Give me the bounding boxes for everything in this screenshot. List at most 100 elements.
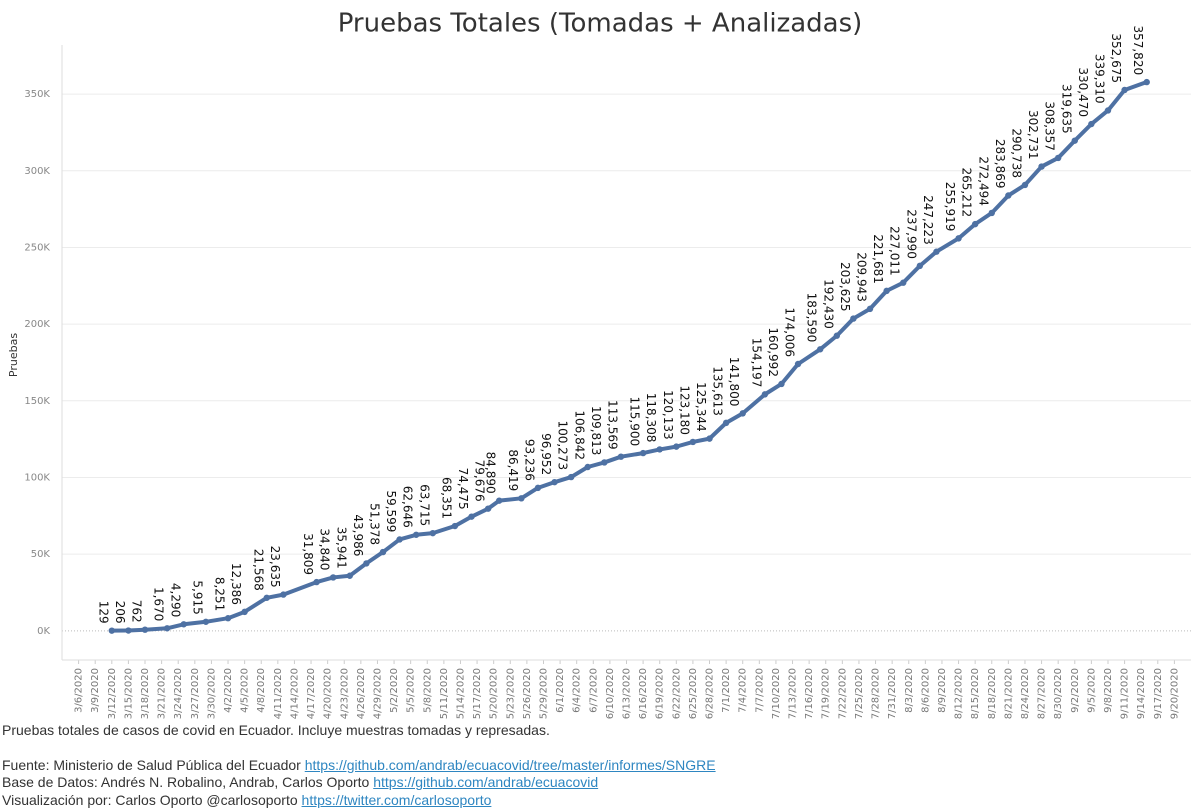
x-tick-label: 9/17/2020 (1153, 668, 1164, 719)
data-point (601, 459, 607, 465)
data-label: 255,919 (943, 182, 957, 232)
credit-link[interactable]: https://github.com/andrab/ecuacovid/tree… (305, 757, 716, 773)
data-label: 352,675 (1109, 33, 1123, 83)
data-point (989, 210, 995, 216)
data-point (618, 453, 624, 459)
data-point (1038, 163, 1044, 169)
data-point (778, 381, 784, 387)
data-point (1088, 121, 1094, 127)
x-tick-label: 3/15/2020 (123, 668, 134, 719)
description: Pruebas totales de casos de covid en Ecu… (2, 722, 716, 740)
data-point (917, 263, 923, 269)
data-label: 192,430 (821, 279, 835, 329)
x-tick-label: 5/11/2020 (439, 668, 450, 719)
data-label: 5,915 (190, 580, 204, 614)
credit-text: Fuente: Ministerio de Salud Pública del … (2, 757, 301, 773)
data-label: 120,133 (661, 390, 675, 440)
credit-text: Visualización por: Carlos Oporto @carlos… (2, 792, 298, 808)
x-tick-label: 8/3/2020 (904, 668, 915, 713)
x-tick-label: 7/7/2020 (754, 668, 765, 713)
data-point (551, 479, 557, 485)
data-label: 308,357 (1043, 101, 1057, 151)
x-tick-label: 4/11/2020 (273, 668, 284, 719)
credit-link[interactable]: https://twitter.com/carlosoporto (302, 792, 492, 808)
x-tick-label: 5/17/2020 (472, 668, 483, 719)
x-tick-label: 7/22/2020 (837, 668, 848, 719)
x-tick-label: 4/5/2020 (240, 668, 251, 713)
credit-lines: Fuente: Ministerio de Salud Pública del … (2, 757, 716, 809)
data-point (181, 621, 187, 627)
x-tick-label: 6/16/2020 (638, 668, 649, 719)
x-tick-label: 3/24/2020 (173, 668, 184, 719)
x-tick-label: 5/20/2020 (489, 668, 500, 719)
data-label: 62,646 (401, 486, 415, 528)
x-tick-label: 9/8/2020 (1103, 668, 1114, 713)
data-label: 35,941 (334, 527, 348, 569)
data-label: 106,842 (572, 410, 586, 460)
data-point (109, 627, 115, 633)
data-label: 237,990 (904, 209, 918, 259)
credit-text: Base de Datos: Andrés N. Robalino, Andra… (2, 774, 369, 790)
data-point (883, 288, 889, 294)
data-label: 135,613 (711, 366, 725, 416)
data-point (1072, 137, 1078, 143)
data-point (330, 574, 336, 580)
data-point (723, 420, 729, 426)
x-tick-label: 6/22/2020 (671, 668, 682, 719)
x-tick-label: 7/19/2020 (821, 668, 832, 719)
data-label: 86,419 (506, 449, 520, 491)
data-label: 319,635 (1059, 84, 1073, 134)
x-tick-label: 6/25/2020 (688, 668, 699, 719)
x-tick-label: 7/1/2020 (721, 668, 732, 713)
data-point (690, 439, 696, 445)
x-tick-label: 5/8/2020 (422, 668, 433, 713)
x-tick-label: 6/10/2020 (605, 668, 616, 719)
x-tick-label: 6/28/2020 (705, 668, 716, 719)
y-tick-label: 300K (24, 166, 50, 177)
data-point (164, 625, 170, 631)
data-point (1121, 87, 1127, 93)
data-point (640, 450, 646, 456)
data-point (955, 235, 961, 241)
data-point (933, 249, 939, 255)
data-point (142, 626, 148, 632)
data-label: 339,310 (1092, 54, 1106, 104)
data-point (396, 536, 402, 542)
data-point (241, 609, 247, 615)
data-point (762, 391, 768, 397)
x-tick-label: 8/27/2020 (1037, 668, 1048, 719)
data-label: 100,273 (556, 420, 570, 470)
x-tick-label: 4/26/2020 (356, 668, 367, 719)
x-tick-label: 8/9/2020 (937, 668, 948, 713)
data-label: 203,625 (838, 262, 852, 312)
data-label: 68,351 (439, 477, 453, 519)
x-tick-label: 7/13/2020 (788, 668, 799, 719)
data-label: 4,290 (168, 583, 182, 617)
data-point (867, 306, 873, 312)
x-tick-label: 8/6/2020 (920, 668, 931, 713)
data-point (413, 532, 419, 538)
x-tick-label: 5/5/2020 (406, 668, 417, 713)
data-label: 8,251 (213, 577, 227, 611)
x-tick-label: 3/30/2020 (206, 668, 217, 719)
data-label: 330,470 (1076, 67, 1090, 117)
data-point (264, 595, 270, 601)
credit-link[interactable]: https://github.com/andrab/ecuacovid (373, 774, 598, 790)
x-tick-label: 9/14/2020 (1136, 668, 1147, 719)
data-point (817, 346, 823, 352)
y-tick-label: 150K (24, 396, 50, 407)
data-label: 125,344 (694, 382, 708, 432)
x-tick-label: 6/7/2020 (588, 668, 599, 713)
data-label: 174,006 (783, 307, 797, 357)
x-tick-label: 8/21/2020 (1003, 668, 1014, 719)
data-label: 12,386 (229, 563, 243, 605)
x-tick-label: 3/27/2020 (190, 668, 201, 719)
x-tick-label: 8/12/2020 (954, 668, 965, 719)
data-label: 123,180 (677, 385, 691, 435)
data-point (972, 221, 978, 227)
data-point (1005, 192, 1011, 198)
credit-line: Fuente: Ministerio de Salud Pública del … (2, 757, 716, 775)
y-tick-label: 350K (24, 89, 50, 100)
y-tick-label: 250K (24, 242, 50, 253)
x-tick-label: 5/26/2020 (522, 668, 533, 719)
